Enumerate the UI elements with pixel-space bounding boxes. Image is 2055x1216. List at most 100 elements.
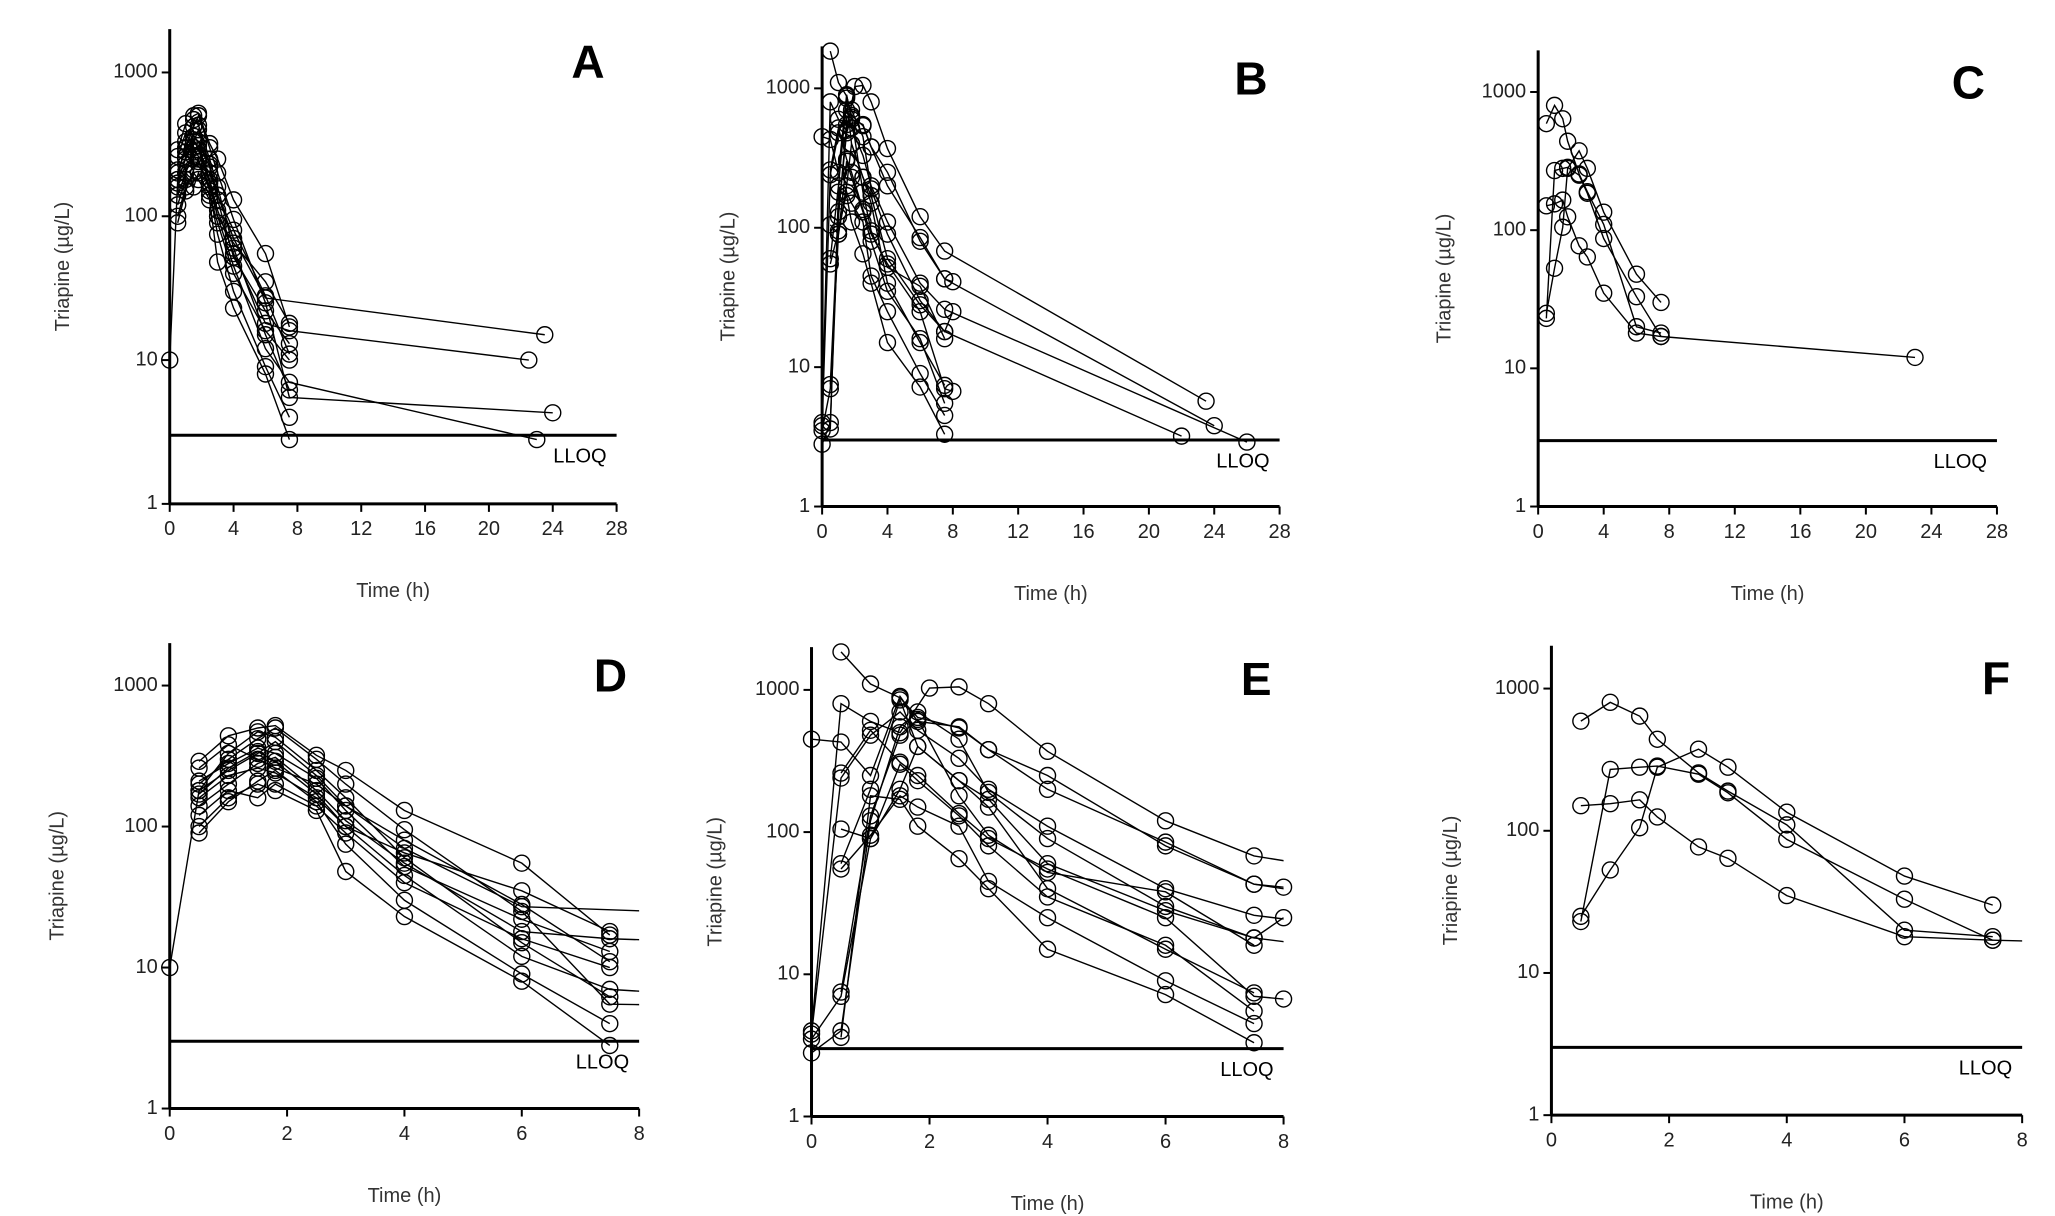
data-point	[280, 388, 299, 407]
series-lines	[822, 50, 1248, 445]
data-point	[544, 404, 562, 422]
data-point	[601, 930, 619, 948]
data-point	[878, 333, 897, 352]
data-point	[802, 1025, 821, 1043]
data-point	[224, 234, 243, 252]
data-point	[813, 128, 831, 146]
subject-line	[177, 138, 537, 441]
subject-line	[840, 795, 1255, 1044]
data-point	[266, 716, 285, 735]
series-markers	[161, 104, 562, 449]
data-point	[1595, 203, 1613, 221]
series-lines	[1580, 701, 2023, 942]
data-point	[861, 726, 880, 744]
data-point	[513, 882, 531, 900]
x-tick-label: 0	[164, 518, 175, 540]
data-point	[256, 322, 275, 340]
data-point	[1274, 909, 1293, 927]
data-point	[861, 721, 880, 739]
data-point	[1572, 912, 1590, 931]
data-point	[837, 186, 856, 205]
data-point	[280, 373, 299, 392]
subject-line	[829, 189, 946, 416]
x-tick-label: 28	[1986, 521, 2008, 543]
panel: 1 10 100 1000 0 4 8 12 16 20 24 28 Triapine (µg/L) Ti…	[52, 29, 628, 602]
x-tick-label: 16	[414, 518, 436, 540]
panel-label: A	[571, 35, 604, 87]
x-tick-label: 8	[634, 1123, 645, 1145]
data-point	[1652, 324, 1670, 342]
data-point	[821, 161, 839, 179]
data-point	[1689, 838, 1708, 856]
reference-label: LLOQ	[576, 1052, 629, 1074]
data-point	[513, 854, 531, 872]
y-tick-label: 100	[766, 820, 799, 842]
data-point	[337, 824, 355, 842]
data-point	[935, 242, 954, 260]
x-tick-label: 8	[1278, 1131, 1289, 1153]
data-point	[190, 806, 208, 825]
panel: 1 10 100 1000 0 4 8 12 16 20 24 28 Triapine (µg/L) Ti…	[718, 42, 1291, 605]
y-tick-label: 10	[788, 355, 810, 377]
subject-line	[177, 113, 553, 414]
data-point	[909, 710, 927, 729]
data-point	[190, 752, 208, 771]
data-point	[224, 248, 243, 266]
data-point	[307, 750, 326, 768]
x-tick-label: 24	[1203, 521, 1225, 543]
data-point	[601, 995, 619, 1013]
data-point	[950, 787, 968, 805]
data-point	[1038, 766, 1057, 785]
data-point	[1652, 327, 1670, 346]
y-tick-label: 100	[124, 815, 157, 837]
data-point	[224, 299, 243, 317]
data-point	[832, 1028, 850, 1047]
data-point	[513, 930, 531, 948]
data-point	[395, 849, 414, 867]
x-tick-label: 4	[1042, 1131, 1053, 1153]
data-point	[950, 771, 968, 790]
data-point	[208, 214, 227, 232]
y-tick-label: 10	[1517, 961, 1539, 983]
data-point	[1537, 114, 1556, 133]
subject-line	[811, 686, 1284, 1031]
data-point	[337, 789, 355, 807]
data-point	[1038, 854, 1057, 873]
subject-line	[840, 718, 1255, 993]
subject-line	[822, 107, 1248, 443]
data-point	[1719, 784, 1737, 802]
data-point	[950, 807, 968, 825]
data-point	[862, 186, 880, 205]
x-axis-label: Time (h)	[1014, 583, 1088, 605]
data-point	[395, 907, 414, 926]
data-point	[169, 214, 187, 232]
data-point	[395, 854, 414, 872]
y-axis-label: Triapine (µg/L)	[52, 202, 74, 332]
data-point	[1537, 309, 1556, 328]
data-point	[935, 329, 954, 348]
data-point	[256, 365, 275, 383]
data-point	[861, 787, 880, 805]
data-point	[862, 232, 880, 250]
data-point	[861, 780, 880, 798]
data-point	[169, 196, 187, 214]
data-point	[935, 322, 954, 341]
y-axis-label: Triapine (µg/L)	[1440, 816, 1462, 946]
data-point	[854, 146, 872, 165]
data-point	[1245, 875, 1263, 893]
data-point	[862, 267, 880, 285]
x-tick-label: 16	[1789, 521, 1811, 543]
x-axis-label: Time (h)	[1011, 1193, 1085, 1215]
data-point	[911, 232, 929, 250]
data-point	[950, 817, 968, 835]
data-point	[1778, 816, 1796, 834]
data-point	[256, 339, 275, 358]
data-point	[821, 380, 839, 398]
x-axis-label: Time (h)	[1731, 583, 1805, 605]
data-point	[1038, 863, 1057, 882]
data-point	[832, 733, 850, 751]
data-point	[1895, 927, 1914, 946]
data-point	[337, 761, 355, 780]
x-tick-label: 24	[1920, 521, 1942, 543]
